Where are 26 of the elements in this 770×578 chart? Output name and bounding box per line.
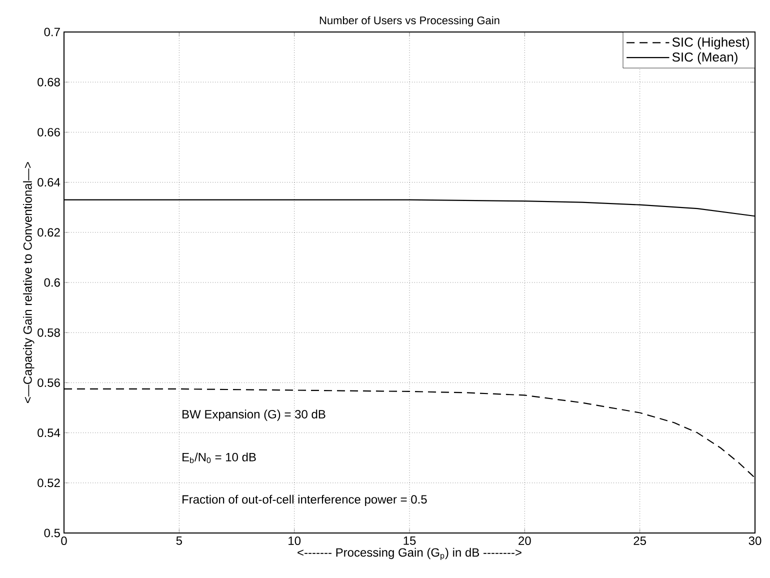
x-tick-label: 10 <box>288 536 301 546</box>
x-tick-label: 20 <box>518 536 531 546</box>
x-axis-title: <------- Processing Gain (G$_{p}$) in dB --------> <box>298 548 522 560</box>
legend-label: SIC (Highest) <box>672 37 749 50</box>
y-tick-label: 0.56 <box>38 378 60 387</box>
y-tick-label: 0.54 <box>38 428 60 438</box>
y-tick-label: 0.58 <box>38 328 60 337</box>
x-tick-label: 0 <box>61 536 67 546</box>
y-tick-label: 0.52 <box>38 478 60 488</box>
y-tick-label: 0.7 <box>44 28 60 36</box>
y-tick-label: 0.68 <box>38 78 60 86</box>
y-tick-label: 0.64 <box>38 178 60 187</box>
x-tick-label: 25 <box>634 536 646 546</box>
legend-label: SIC (Mean) <box>672 52 738 64</box>
annotation: BW Expansion (G) = 30 dB <box>182 410 326 421</box>
y-tick-label: 0.5 <box>44 528 60 538</box>
chart-title: Number of Users vs Processing Gain <box>320 16 500 26</box>
x-tick-label: 5 <box>176 536 182 545</box>
y-axis-title: <—Capacity Gain relative to Conventional—> <box>23 162 34 403</box>
annotation: Fraction of out-of-cell interference power = 0.5 <box>182 494 427 506</box>
annotation: E$_{b}$/N$_{0}$ = 10 dB <box>182 452 256 464</box>
y-tick-label: 0.62 <box>38 228 60 237</box>
x-tick-label: 30 <box>748 536 762 546</box>
y-tick-label: 0.66 <box>38 128 60 136</box>
y-tick-label: 0.6 <box>44 278 60 287</box>
x-tick-label: 15 <box>404 536 416 545</box>
